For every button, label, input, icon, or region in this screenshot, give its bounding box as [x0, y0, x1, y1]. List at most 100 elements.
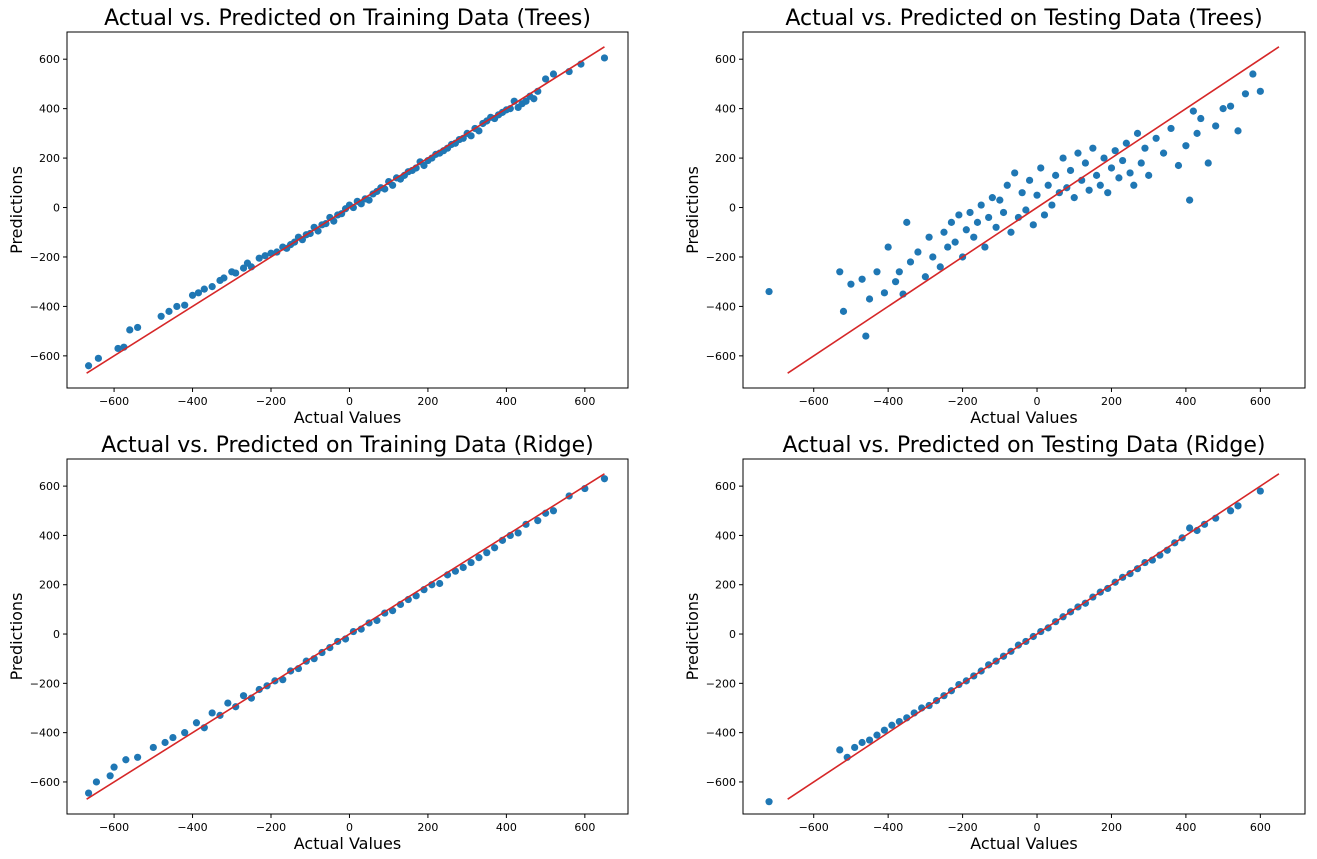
chart-1-ylabel: Predictions — [7, 166, 26, 254]
chart-2-point — [1197, 114, 1205, 123]
chart-1-title: Actual vs. Predicted on Training Data (T… — [104, 6, 591, 31]
chart-2-title: Actual vs. Predicted on Testing Data (Tr… — [785, 6, 1262, 31]
chart-2-point — [944, 243, 952, 251]
chart-2-point — [1092, 171, 1101, 179]
chart-3-point — [84, 789, 93, 797]
chart-2-point — [1040, 211, 1049, 219]
chart-2-ytick-label: 0 — [729, 202, 736, 215]
chart-2-point — [1126, 169, 1134, 177]
chart-3-point — [600, 475, 609, 483]
chart-1-ytick-label: −200 — [30, 251, 60, 264]
chart-3-point — [161, 738, 169, 747]
chart-1-reference-line — [86, 46, 605, 374]
chart-2-point — [940, 228, 948, 236]
chart-3-xtick-label: 600 — [574, 821, 595, 834]
chart-2-point — [1037, 164, 1045, 172]
chart-4-xtick-label: −600 — [799, 821, 829, 834]
chart-2-point — [1066, 166, 1075, 175]
chart-2-point — [1011, 169, 1019, 177]
chart-2-point — [1048, 201, 1056, 209]
chart-3-ytick-label: 200 — [39, 579, 60, 592]
chart-3-ytick-label: 0 — [53, 628, 60, 641]
chart-3-point — [475, 554, 483, 562]
chart-2-plot-area — [742, 31, 1306, 389]
chart-4-xlabel: Actual Values — [970, 834, 1077, 853]
chart-4-ytick-label: −400 — [706, 727, 736, 740]
chart-4-plot-area — [742, 458, 1306, 815]
chart-2-point — [906, 258, 915, 266]
chart-3-point — [122, 756, 130, 764]
chart-1: Actual vs. Predicted on Training Data (T… — [7, 6, 629, 427]
chart-1-point — [114, 344, 122, 353]
chart-2-xtick-label: 200 — [1101, 395, 1122, 408]
chart-3-point — [192, 719, 201, 727]
chart-1-point — [365, 196, 373, 204]
chart-2-point — [765, 287, 773, 296]
chart-1-point — [542, 75, 550, 83]
chart-3-xtick-label: 0 — [346, 821, 353, 834]
chart-1-xtick-label: −400 — [177, 395, 207, 408]
chart-3: Actual vs. Predicted on Training Data (R… — [7, 433, 629, 853]
chart-2-point — [914, 248, 922, 256]
chart-1-point — [389, 181, 397, 189]
chart-4-xtick-label: 0 — [1034, 821, 1041, 834]
chart-3-point — [224, 699, 232, 707]
chart-4-xtick-label: 400 — [1175, 821, 1196, 834]
chart-4-xtick-label: −200 — [947, 821, 977, 834]
chart-1-point — [188, 291, 197, 299]
chart-2-ytick-label: 400 — [715, 103, 736, 116]
chart-3-ytick-label: −600 — [30, 776, 60, 789]
chart-3-point — [514, 529, 522, 537]
chart-3-ytick-label: 400 — [39, 529, 60, 542]
chart-2-xlabel: Actual Values — [970, 408, 1077, 427]
chart-1-point — [200, 285, 208, 293]
chart-3-point — [110, 763, 118, 771]
chart-3-point — [467, 558, 475, 567]
chart-3-xtick-label: 200 — [417, 821, 438, 834]
chart-2-point — [836, 268, 844, 276]
chart-3-xtick-label: 400 — [496, 821, 517, 834]
chart-2-point — [1234, 127, 1242, 135]
chart-2-ytick-label: 200 — [715, 152, 736, 165]
chart-1-ytick-label: 0 — [53, 202, 60, 215]
chart-2-point — [1130, 181, 1138, 189]
chart-2-reference-line — [787, 46, 1280, 374]
chart-3-xtick-label: −600 — [99, 821, 129, 834]
chart-2-point — [1119, 156, 1127, 165]
chart-2-point — [999, 208, 1008, 217]
chart-2-point — [1007, 228, 1015, 236]
chart-2-point — [1107, 164, 1116, 172]
chart-2-point — [1174, 161, 1183, 170]
chart-3-ytick-label: −200 — [30, 677, 60, 690]
chart-2-point — [865, 295, 874, 303]
chart-2-point — [1212, 122, 1220, 130]
chart-2-point — [1137, 159, 1145, 167]
chart-2-xtick-label: 600 — [1250, 395, 1271, 408]
chart-4-point — [888, 721, 896, 729]
chart-2: Actual vs. Predicted on Testing Data (Tr… — [683, 6, 1306, 427]
chart-2-xtick-label: 0 — [1034, 395, 1041, 408]
chart-2-point — [895, 268, 903, 276]
chart-1-point — [255, 254, 263, 262]
chart-1-ytick-label: 200 — [39, 152, 60, 165]
chart-4-point — [1186, 524, 1194, 532]
chart-1-plot-area — [66, 31, 629, 389]
chart-4-reference-line — [787, 473, 1280, 800]
chart-3-reference-line — [86, 473, 605, 800]
chart-2-xtick-label: −600 — [799, 395, 829, 408]
chart-3-point — [106, 772, 114, 780]
chart-2-xtick-label: −200 — [947, 395, 977, 408]
chart-1-point — [549, 70, 558, 78]
chart-2-point — [1059, 154, 1067, 162]
chart-4-point — [1234, 502, 1242, 510]
chart-2-point — [884, 243, 892, 251]
chart-2-point — [947, 218, 956, 226]
chart-2-point — [936, 263, 944, 271]
chart-2-point — [985, 213, 993, 222]
chart-2-point — [981, 243, 989, 251]
chart-1-point — [84, 362, 93, 370]
chart-3-point — [459, 563, 467, 572]
chart-4-point — [873, 731, 881, 739]
chart-2-point — [1256, 87, 1264, 95]
